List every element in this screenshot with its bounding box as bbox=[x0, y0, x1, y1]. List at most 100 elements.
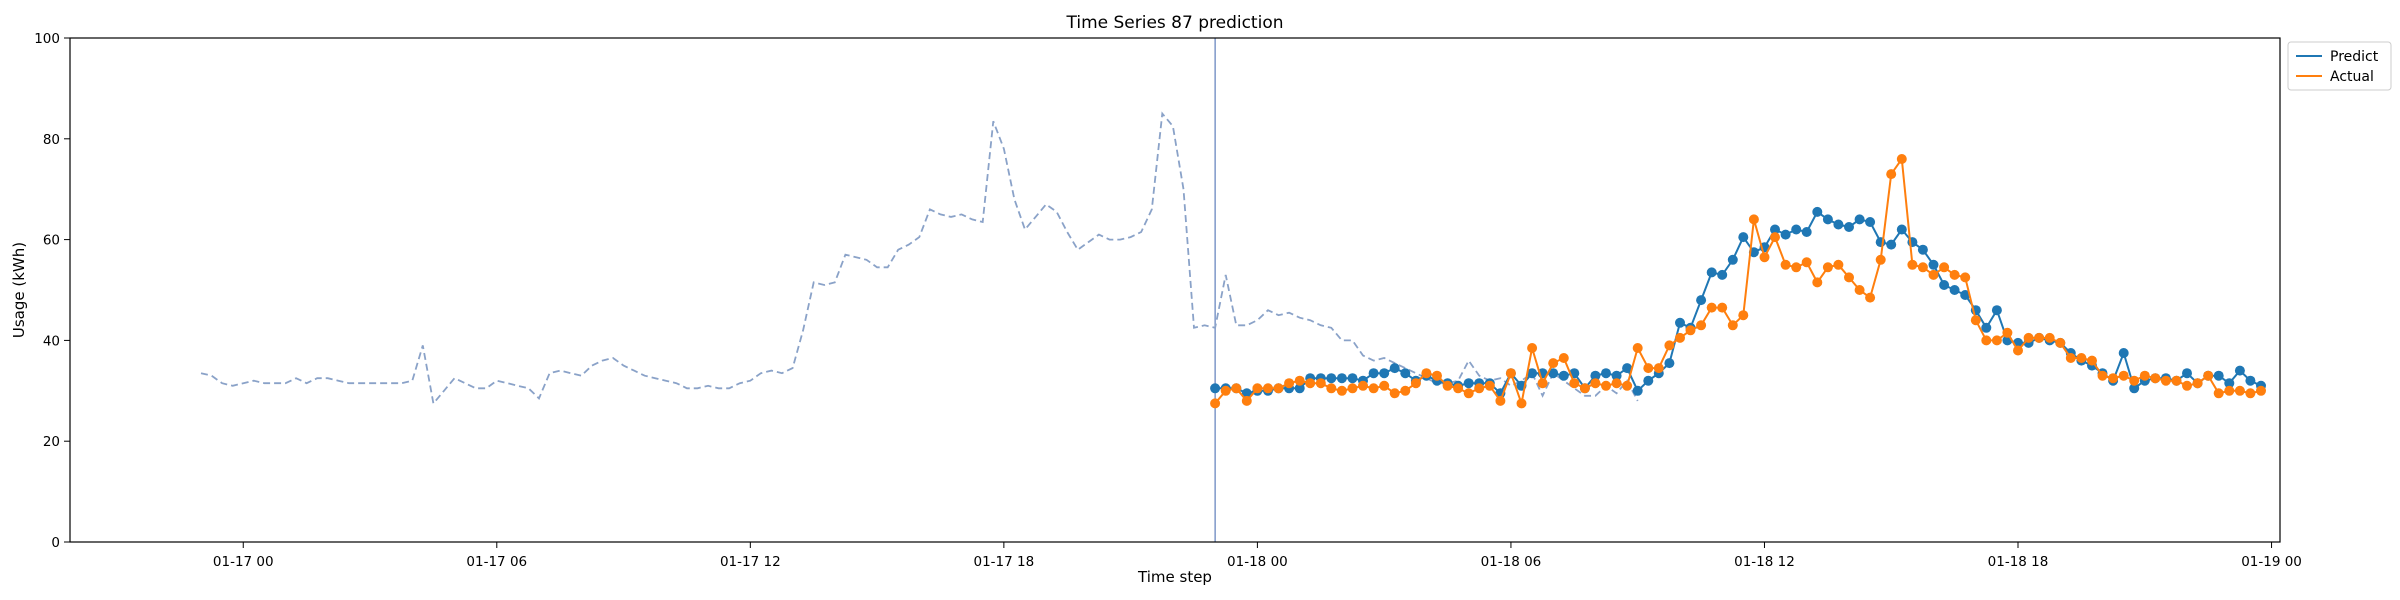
actual-point bbox=[2182, 380, 2192, 391]
predict-point bbox=[1801, 227, 1812, 237]
actual-point bbox=[1822, 262, 1833, 273]
predict-point bbox=[1917, 244, 1928, 255]
y-tick-label: 40 bbox=[43, 333, 60, 349]
predict-point bbox=[1622, 363, 1633, 374]
predict-point bbox=[1326, 373, 1337, 384]
axes-ticks: 0 20 40 60 80 100 01-17 00 01-17 06 01-17 12 01-1… bbox=[34, 31, 2302, 570]
legend-label-predict: Predict bbox=[2330, 49, 2379, 65]
actual-point bbox=[1358, 380, 1368, 391]
actual-point bbox=[1210, 398, 1221, 409]
actual-point bbox=[2087, 355, 2097, 366]
predict-point bbox=[1812, 206, 1823, 217]
x-axis-label: Time step bbox=[1137, 568, 1212, 586]
actual-point bbox=[1780, 259, 1791, 270]
actual-point bbox=[1231, 383, 1242, 394]
y-tick-label: 20 bbox=[43, 434, 60, 450]
actual-point bbox=[1463, 388, 1474, 399]
actual-point bbox=[1558, 353, 1569, 363]
actual-point bbox=[2023, 332, 2034, 343]
actual-point bbox=[1389, 388, 1400, 399]
y-axis-label: Usage (kWh) bbox=[10, 242, 28, 338]
actual-point bbox=[1284, 378, 1295, 389]
predict-point bbox=[1991, 305, 2002, 316]
x-tick-label: 01-17 06 bbox=[466, 554, 527, 570]
actual-point bbox=[2097, 370, 2108, 381]
actual-point bbox=[1273, 383, 1284, 394]
actual-point bbox=[1516, 398, 1527, 409]
actual-line bbox=[1214, 156, 2262, 408]
actual-point bbox=[2118, 370, 2129, 381]
predict-point bbox=[1854, 214, 1865, 225]
actual-point bbox=[2139, 370, 2150, 381]
actual-point bbox=[2192, 378, 2203, 389]
actual-point bbox=[1548, 358, 1559, 369]
series-layer bbox=[1210, 154, 2266, 409]
actual-point bbox=[1505, 368, 1516, 379]
predict-point bbox=[1822, 214, 1833, 225]
predict-point bbox=[1896, 224, 1907, 235]
x-tick-label: 01-18 12 bbox=[1734, 554, 1795, 570]
actual-point bbox=[1326, 383, 1337, 394]
actual-point bbox=[1220, 385, 1231, 396]
predict-point bbox=[1770, 224, 1780, 235]
actual-point bbox=[1738, 310, 1749, 321]
actual-point bbox=[1917, 262, 1928, 273]
actual-point bbox=[1601, 380, 1611, 391]
actual-point bbox=[1368, 383, 1379, 394]
actual-point bbox=[1263, 383, 1273, 394]
actual-point bbox=[1991, 335, 2002, 346]
predict-point bbox=[1347, 373, 1358, 384]
actual-point bbox=[2129, 375, 2140, 386]
actual-point bbox=[2002, 327, 2013, 338]
history-line bbox=[200, 111, 1639, 406]
actual-point bbox=[2160, 375, 2171, 386]
actual-point bbox=[1896, 154, 1907, 164]
actual-point bbox=[2150, 373, 2161, 384]
actual-point bbox=[1484, 380, 1495, 391]
actual-point bbox=[2034, 332, 2045, 343]
actual-point bbox=[1770, 232, 1780, 243]
actual-point bbox=[2013, 345, 2023, 356]
predict-point bbox=[1379, 368, 1390, 379]
actual-point bbox=[1844, 272, 1854, 283]
actual-point bbox=[1643, 363, 1654, 374]
actual-point bbox=[1590, 378, 1601, 389]
predict-point bbox=[2129, 383, 2140, 394]
predict-point bbox=[1368, 368, 1379, 379]
predict-point bbox=[1601, 368, 1611, 379]
actual-point bbox=[1833, 259, 1844, 270]
plot-frame bbox=[69, 37, 2281, 543]
predict-point bbox=[1548, 368, 1559, 379]
predict-point bbox=[1463, 378, 1474, 389]
actual-point bbox=[1432, 370, 1442, 381]
actual-point bbox=[2224, 385, 2235, 396]
y-tick-label: 100 bbox=[34, 31, 60, 47]
actual-point bbox=[1801, 257, 1812, 268]
chart-title: Time Series 87 prediction bbox=[1065, 13, 1283, 33]
actual-point bbox=[1970, 315, 1981, 326]
predict-point bbox=[1611, 370, 1622, 381]
actual-point bbox=[1305, 378, 1316, 389]
actual-point bbox=[2044, 332, 2055, 343]
predict-point bbox=[1727, 254, 1738, 265]
actual-point bbox=[1727, 320, 1738, 331]
x-tick-label: 01-17 18 bbox=[974, 554, 1035, 570]
predict-point bbox=[1949, 285, 1960, 295]
actual-point bbox=[2213, 388, 2224, 399]
predict-point bbox=[1664, 358, 1675, 369]
actual-point bbox=[1812, 277, 1823, 288]
y-tick-label: 80 bbox=[43, 132, 60, 148]
actual-point bbox=[1960, 272, 1971, 283]
actual-point bbox=[1865, 292, 1876, 303]
actual-point bbox=[1569, 378, 1580, 389]
actual-point bbox=[1622, 380, 1633, 391]
predict-point bbox=[2182, 368, 2192, 379]
actual-point bbox=[1527, 343, 1538, 353]
legend-label-actual: Actual bbox=[2330, 69, 2374, 85]
x-tick-label: 01-19 00 bbox=[2241, 554, 2302, 570]
actual-point bbox=[1537, 378, 1548, 389]
predict-point bbox=[1590, 370, 1601, 381]
actual-point bbox=[2256, 385, 2266, 396]
predict-point bbox=[1643, 375, 1654, 386]
actual-point bbox=[2171, 375, 2182, 386]
